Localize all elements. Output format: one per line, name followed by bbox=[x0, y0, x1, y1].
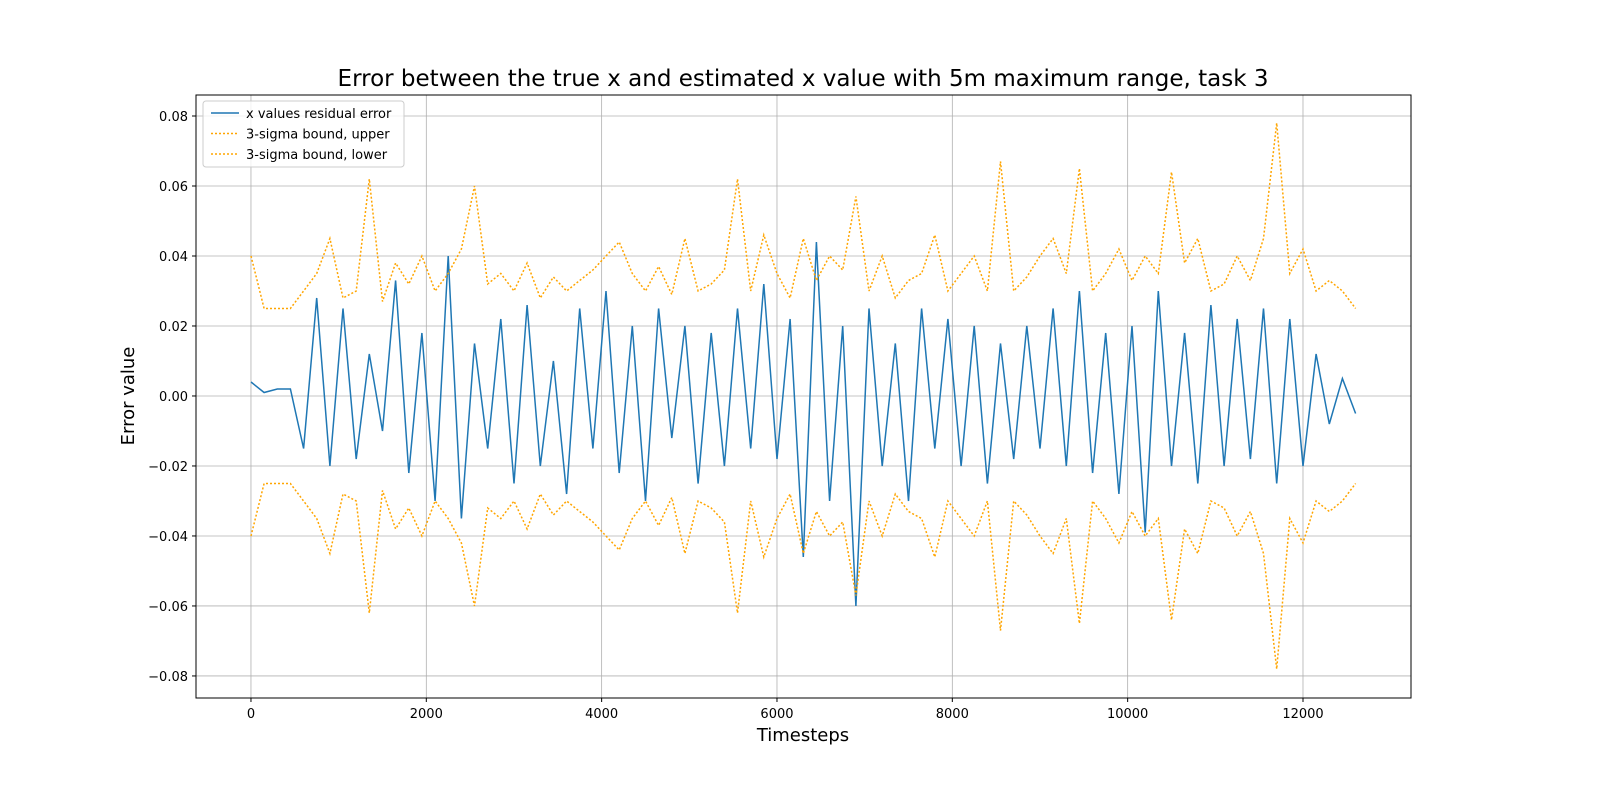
legend-label: 3-sigma bound, upper bbox=[246, 128, 390, 143]
y-tick-label: −0.08 bbox=[148, 670, 188, 685]
legend-box bbox=[202, 100, 405, 168]
y-tick-label: 0.02 bbox=[159, 320, 188, 335]
y-tick-label: −0.06 bbox=[148, 600, 188, 615]
series-line bbox=[250, 241, 1357, 607]
y-tick-label: 0.04 bbox=[159, 250, 188, 265]
legend-label: x values residual error bbox=[246, 107, 392, 122]
series-line bbox=[250, 482, 1357, 670]
legend-label: 3-sigma bound, lower bbox=[246, 148, 388, 163]
x-tick-label: 0 bbox=[247, 707, 255, 722]
y-tick-label: −0.04 bbox=[148, 530, 188, 545]
y-tick-label: −0.02 bbox=[148, 460, 188, 475]
x-tick-label: 10000 bbox=[1107, 707, 1148, 722]
x-tick-label: 12000 bbox=[1282, 707, 1323, 722]
plot-frame bbox=[195, 94, 1412, 699]
x-tick-label: 4000 bbox=[585, 707, 618, 722]
x-tick-label: 2000 bbox=[410, 707, 443, 722]
x-tick-label: 8000 bbox=[936, 707, 969, 722]
y-tick-label: 0.06 bbox=[159, 180, 188, 195]
y-tick-label: 0.08 bbox=[159, 110, 188, 125]
y-axis-label: Error value bbox=[118, 347, 139, 446]
chart-title: Error between the true x and estimated x… bbox=[338, 66, 1269, 92]
series-line bbox=[250, 122, 1357, 310]
y-tick-label: 0.00 bbox=[159, 390, 188, 405]
x-axis-label: Timesteps bbox=[756, 725, 849, 746]
x-tick-label: 6000 bbox=[760, 707, 793, 722]
